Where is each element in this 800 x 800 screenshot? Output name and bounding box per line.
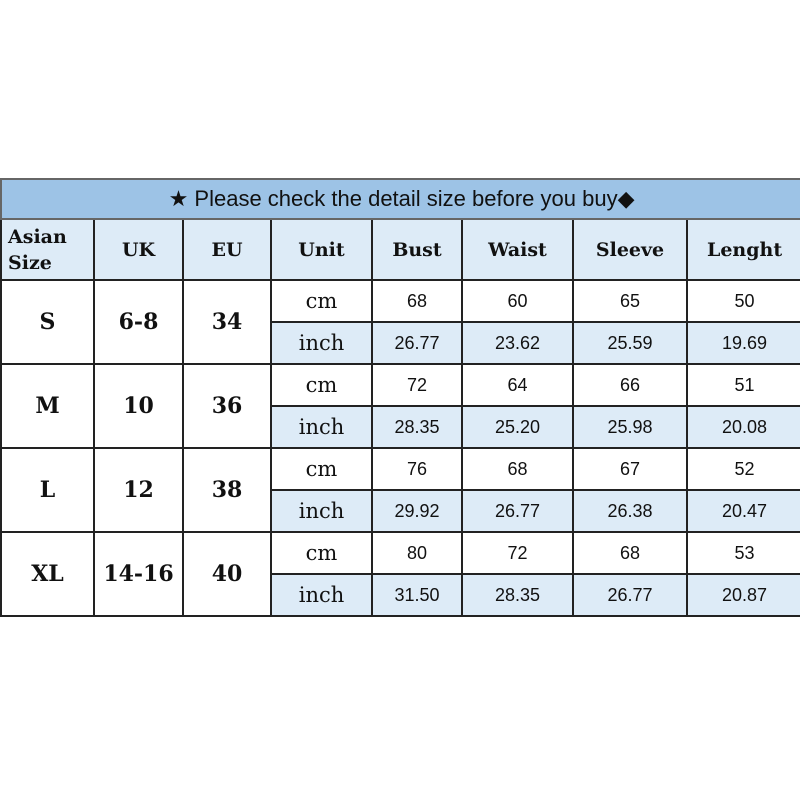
- value-cell: 80: [371, 531, 463, 575]
- asian-size-cell: S: [0, 279, 95, 365]
- asian-size-cell: XL: [0, 531, 95, 617]
- table-row-cm: M 10 36 cm 72 64 66 51: [0, 363, 800, 449]
- title-text: Please check the detail size before you …: [194, 186, 618, 211]
- uk-size-cell: 10: [93, 363, 184, 449]
- unit-cell: cm: [270, 531, 373, 575]
- value-cell: 72: [371, 363, 463, 407]
- value-cell: 26.77: [371, 321, 463, 365]
- value-cell: 65: [572, 279, 688, 323]
- unit-cell: cm: [270, 279, 373, 323]
- table-row-cm: XL 14-16 40 cm 80 72 68 53: [0, 531, 800, 617]
- header-row: Asian Size UK EU Unit Bust Waist Sleeve …: [0, 218, 800, 281]
- table-title: ★ Please check the detail size before yo…: [0, 178, 800, 220]
- table-row-inch: inch 26.77 23.62 25.59 19.69: [1, 321, 800, 365]
- unit-cell: inch: [270, 573, 373, 617]
- value-cell: 68: [461, 447, 574, 491]
- table-row-inch: inch 28.35 25.20 25.98 20.08: [1, 405, 800, 449]
- uk-size-cell: 6-8: [93, 279, 184, 365]
- header-sleeve: Sleeve: [572, 218, 688, 281]
- value-cell: 29.92: [371, 489, 463, 533]
- value-cell: 25.98: [572, 405, 688, 449]
- uk-size-cell: 14-16: [93, 531, 184, 617]
- asian-size-cell: M: [0, 363, 95, 449]
- value-cell: 20.08: [685, 405, 800, 449]
- value-cell: 67: [572, 447, 688, 491]
- header-waist: Waist: [461, 218, 574, 281]
- value-cell: 28.35: [371, 405, 463, 449]
- value-cell: 26.77: [461, 489, 574, 533]
- value-cell: 60: [461, 279, 574, 323]
- value-cell: 72: [461, 531, 574, 575]
- size-chart-table: ★ Please check the detail size before yo…: [0, 178, 800, 617]
- value-cell: 68: [371, 279, 463, 323]
- value-cell: 76: [371, 447, 463, 491]
- header-eu: EU: [182, 218, 272, 281]
- value-cell: 19.69: [685, 321, 800, 365]
- value-cell: 68: [572, 531, 688, 575]
- value-cell: 51: [685, 363, 800, 407]
- eu-size-cell: 36: [182, 363, 272, 449]
- value-cell: 52: [685, 447, 800, 491]
- table-row-inch: inch 29.92 26.77 26.38 20.47: [1, 489, 800, 533]
- unit-cell: inch: [270, 405, 373, 449]
- table-row-cm: S 6-8 34 cm 68 60 65 50: [0, 279, 800, 365]
- diamond-icon: ◆: [617, 186, 635, 211]
- value-cell: 66: [572, 363, 688, 407]
- value-cell: 53: [685, 531, 800, 575]
- table-row-inch: inch 31.50 28.35 26.77 20.87: [1, 573, 800, 617]
- header-unit: Unit: [270, 218, 373, 281]
- asian-size-cell: L: [0, 447, 95, 533]
- value-cell: 31.50: [371, 573, 463, 617]
- unit-cell: inch: [270, 321, 373, 365]
- value-cell: 25.20: [461, 405, 574, 449]
- header-uk: UK: [93, 218, 184, 281]
- value-cell: 28.35: [461, 573, 574, 617]
- value-cell: 64: [461, 363, 574, 407]
- eu-size-cell: 40: [182, 531, 272, 617]
- value-cell: 20.47: [685, 489, 800, 533]
- value-cell: 23.62: [461, 321, 574, 365]
- value-cell: 26.77: [572, 573, 688, 617]
- table-row-cm: L 12 38 cm 76 68 67 52: [0, 447, 800, 533]
- header-bust: Bust: [371, 218, 463, 281]
- header-length: Lenght: [685, 218, 800, 281]
- value-cell: 26.38: [572, 489, 688, 533]
- unit-cell: cm: [270, 447, 373, 491]
- value-cell: 50: [685, 279, 800, 323]
- value-cell: 20.87: [685, 573, 800, 617]
- header-asian-size: Asian Size: [0, 218, 95, 281]
- unit-cell: inch: [270, 489, 373, 533]
- star-icon: ★: [168, 186, 189, 211]
- uk-size-cell: 12: [93, 447, 184, 533]
- unit-cell: cm: [270, 363, 373, 407]
- eu-size-cell: 38: [182, 447, 272, 533]
- eu-size-cell: 34: [182, 279, 272, 365]
- value-cell: 25.59: [572, 321, 688, 365]
